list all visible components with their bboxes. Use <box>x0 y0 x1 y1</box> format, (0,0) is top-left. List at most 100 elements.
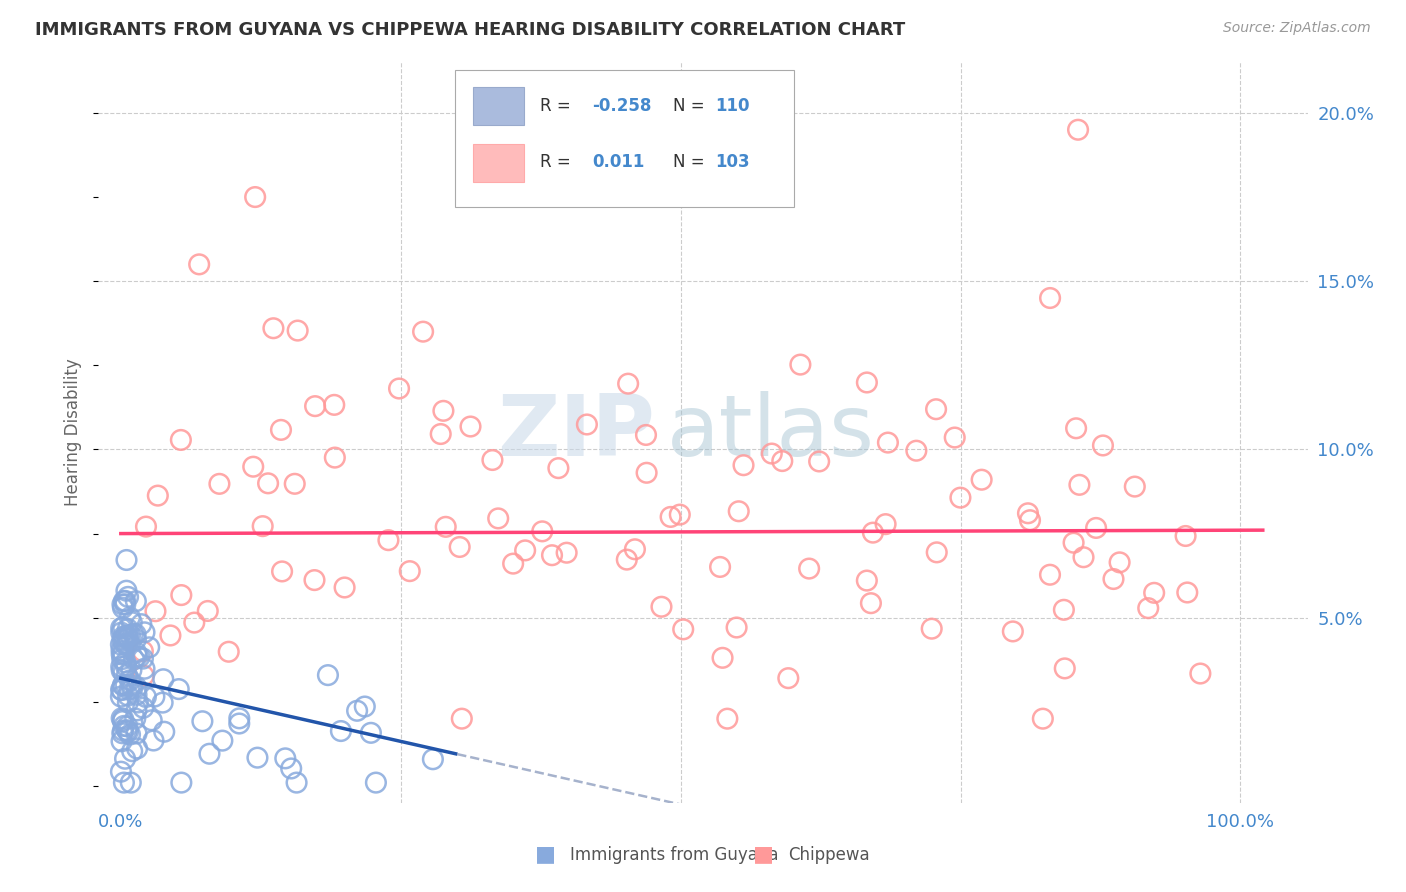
Point <box>481 453 503 467</box>
Point <box>125 646 148 660</box>
Point <box>125 594 148 608</box>
Point <box>198 747 221 761</box>
Point <box>1143 586 1166 600</box>
Point <box>575 417 598 432</box>
Point <box>808 454 831 468</box>
Point <box>118 727 141 741</box>
Point <box>353 699 375 714</box>
Point <box>1137 601 1160 615</box>
Point <box>377 533 399 548</box>
Point <box>280 762 302 776</box>
Point <box>208 476 231 491</box>
Text: ZIP: ZIP <box>496 391 655 475</box>
Text: 0.011: 0.011 <box>592 153 644 171</box>
Point <box>124 627 146 641</box>
Point <box>875 517 897 532</box>
Point <box>117 689 139 703</box>
Point <box>271 565 294 579</box>
Point <box>112 665 135 680</box>
Point <box>118 610 141 624</box>
Point <box>117 637 139 651</box>
Point <box>114 597 136 611</box>
Point <box>111 711 134 725</box>
Point <box>112 719 135 733</box>
Point <box>1091 438 1114 452</box>
Point <box>114 594 136 608</box>
Point <box>115 723 138 738</box>
Text: -0.258: -0.258 <box>592 97 651 115</box>
Point <box>460 419 482 434</box>
Point <box>856 376 879 390</box>
Point <box>110 659 132 673</box>
Point <box>121 681 143 696</box>
Point <box>862 525 884 540</box>
Point <box>159 628 181 642</box>
Point <box>1064 421 1087 435</box>
Point <box>153 724 176 739</box>
Point <box>134 625 156 640</box>
Point <box>672 623 695 637</box>
Point <box>1174 529 1197 543</box>
FancyBboxPatch shape <box>456 70 793 207</box>
Point <box>257 476 280 491</box>
Point <box>114 678 136 692</box>
Point <box>243 190 266 204</box>
Point <box>1067 122 1090 136</box>
Point <box>333 581 356 595</box>
Point <box>668 508 690 522</box>
Point <box>274 751 297 765</box>
Point <box>111 683 134 698</box>
Point <box>110 638 132 652</box>
Point <box>486 511 509 525</box>
Point <box>797 561 820 575</box>
Point <box>135 519 157 533</box>
Text: ■: ■ <box>536 845 557 864</box>
Point <box>111 726 134 740</box>
Point <box>128 650 150 665</box>
Point <box>1053 603 1076 617</box>
Point <box>515 543 537 558</box>
Point <box>112 620 135 634</box>
Text: Immigrants from Guyana: Immigrants from Guyana <box>569 846 779 863</box>
Point <box>531 524 554 539</box>
Point <box>115 638 138 652</box>
Point <box>329 724 352 739</box>
Point <box>1039 291 1062 305</box>
Point <box>659 510 682 524</box>
Point <box>725 620 748 634</box>
Point <box>211 733 233 747</box>
Point <box>287 324 309 338</box>
Point <box>111 652 134 666</box>
Point <box>188 257 211 271</box>
Point <box>617 376 640 391</box>
Point <box>122 627 145 641</box>
Point <box>970 473 993 487</box>
Point <box>778 671 800 685</box>
Point <box>141 713 163 727</box>
Point <box>125 681 148 695</box>
Point <box>432 404 454 418</box>
Point <box>1017 506 1039 520</box>
Point <box>114 752 136 766</box>
Point <box>143 690 166 704</box>
Point <box>117 590 139 604</box>
Point <box>1108 555 1130 569</box>
Point <box>925 545 948 559</box>
Point <box>110 682 132 697</box>
Point <box>115 629 138 643</box>
Point <box>112 775 135 789</box>
Point <box>120 628 142 642</box>
Point <box>246 750 269 764</box>
Point <box>541 548 564 562</box>
Point <box>115 583 138 598</box>
Point <box>197 604 219 618</box>
Point <box>120 775 142 789</box>
Point <box>125 703 148 717</box>
Point <box>111 598 134 612</box>
Point <box>127 741 149 756</box>
Y-axis label: Hearing Disability: Hearing Disability <box>65 359 83 507</box>
FancyBboxPatch shape <box>474 144 524 182</box>
Point <box>110 621 132 635</box>
Point <box>1123 480 1146 494</box>
Point <box>422 752 444 766</box>
